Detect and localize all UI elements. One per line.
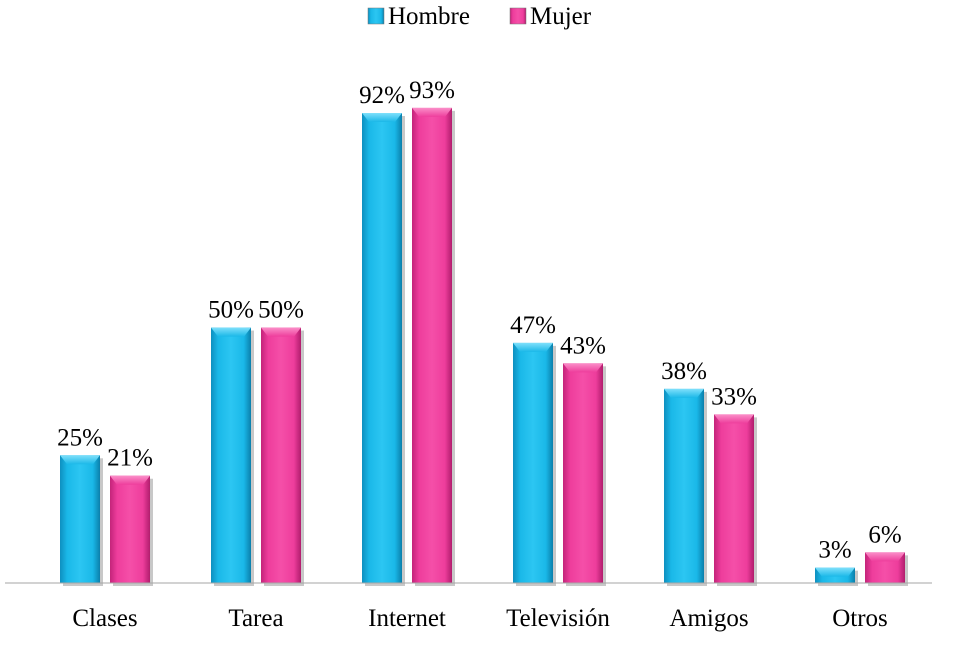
bar-bevel-mujer-5 bbox=[865, 552, 905, 562]
bar-hombre-3 bbox=[513, 342, 553, 583]
bar-bevel-hombre-2 bbox=[362, 113, 402, 122]
legend-label-mujer: Mujer bbox=[530, 3, 592, 30]
bar-mujer-1 bbox=[261, 327, 301, 583]
data-label-hombre-5: 3% bbox=[818, 537, 851, 564]
data-label-hombre-0: 25% bbox=[57, 424, 103, 451]
data-label-hombre-2: 92% bbox=[359, 82, 405, 109]
data-label-mujer-5: 6% bbox=[868, 521, 901, 548]
data-label-hombre-4: 38% bbox=[661, 358, 707, 385]
data-label-mujer-1: 50% bbox=[258, 297, 304, 324]
x-tick-label-3: Televisión bbox=[506, 605, 610, 632]
data-label-mujer-4: 33% bbox=[711, 383, 757, 410]
legend-swatch-hombre bbox=[367, 7, 385, 25]
bar-mujer-3 bbox=[563, 363, 603, 583]
data-label-hombre-1: 50% bbox=[208, 297, 254, 324]
data-label-mujer-0: 21% bbox=[107, 445, 153, 472]
x-tick-label-2: Internet bbox=[368, 605, 446, 632]
x-tick-label-1: Tarea bbox=[228, 605, 283, 632]
data-label-mujer-2: 93% bbox=[409, 77, 455, 104]
bar-bevel-mujer-2 bbox=[412, 107, 452, 117]
bar-mujer-0 bbox=[110, 475, 150, 583]
legend-swatch-mujer bbox=[509, 7, 527, 25]
bar-bevel-hombre-4 bbox=[664, 388, 704, 398]
bar-hombre-4 bbox=[664, 388, 704, 583]
bar-bevel-mujer-1 bbox=[261, 327, 301, 337]
data-label-hombre-3: 47% bbox=[510, 312, 556, 339]
bar-hombre-1 bbox=[211, 327, 251, 583]
bar-hombre-0 bbox=[60, 455, 100, 583]
data-labels: 25%21% 50% 50% 92% 93% 47%43% 38%33% 3% 6% bbox=[57, 77, 902, 564]
bar-bevel-hombre-1 bbox=[211, 327, 251, 337]
bar-bevel-mujer-3 bbox=[563, 363, 603, 373]
x-axis-tick-labels: Clases Tarea Internet Televisión Amigos Otros bbox=[72, 605, 887, 632]
bar-bevel-mujer-4 bbox=[714, 414, 754, 424]
bar-mujer-2 bbox=[412, 107, 452, 584]
bar-bevel-hombre-0 bbox=[60, 455, 100, 465]
bar-mujer-4 bbox=[714, 414, 754, 583]
data-label-mujer-3: 43% bbox=[560, 332, 606, 359]
x-tick-label-5: Otros bbox=[832, 605, 888, 632]
bar-bevel-mujer-0 bbox=[110, 475, 150, 485]
legend-label-hombre: Hombre bbox=[388, 3, 470, 30]
x-tick-label-0: Clases bbox=[72, 605, 137, 632]
legend: Hombre Mujer bbox=[367, 3, 592, 30]
bar-bevel-hombre-3 bbox=[513, 342, 553, 352]
x-tick-label-4: Amigos bbox=[669, 605, 748, 632]
bar-hombre-2 bbox=[362, 113, 402, 583]
bar-bevel-hombre-5 bbox=[815, 567, 855, 577]
bars bbox=[60, 107, 908, 587]
